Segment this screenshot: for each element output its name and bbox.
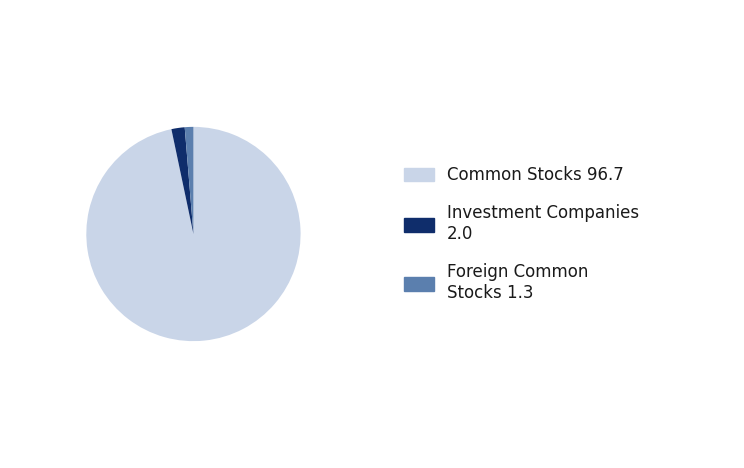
Wedge shape [171, 127, 193, 234]
Wedge shape [86, 127, 301, 341]
Wedge shape [185, 127, 193, 234]
Legend: Common Stocks 96.7, Investment Companies
2.0, Foreign Common
Stocks 1.3: Common Stocks 96.7, Investment Companies… [395, 158, 647, 310]
